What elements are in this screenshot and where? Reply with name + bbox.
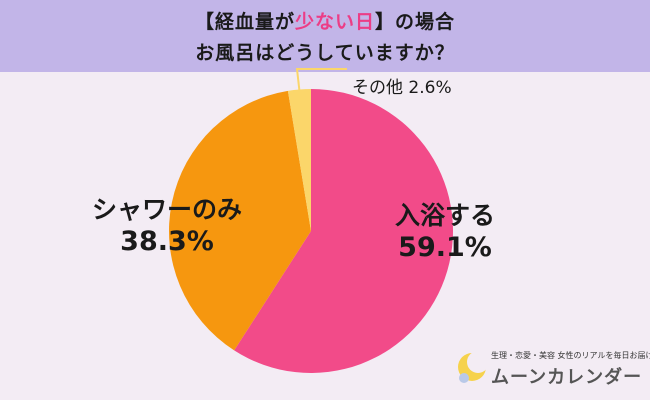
chart-title-line-1: 【経血量が少ない日】の場合 [194,11,456,33]
leader-line-other [295,68,347,94]
pie-slice-other [287,89,311,231]
pie-slice-shower [169,90,311,351]
brand-logo: 生理・恋愛・美容 女性のリアルを毎日お届け♪ ムーンカレンダー [455,348,650,394]
title-highlight: 少ない日 [294,11,375,33]
moon-icon [458,351,489,383]
slice-label-bath: 入浴する 59.1% [394,201,495,263]
slice-label-other: その他 2.6% [352,78,452,98]
brand-name: ムーンカレンダー [491,367,643,388]
pie-slice-bath [234,89,454,374]
brand-tagline: 生理・恋愛・美容 女性のリアルを毎日お届け♪ [491,351,650,360]
slice-label-shower: シャワーのみ 38.3% [91,195,242,257]
chart-title-line-2: お風呂はどうしていますか？ [195,42,455,64]
title-banner [0,0,650,72]
